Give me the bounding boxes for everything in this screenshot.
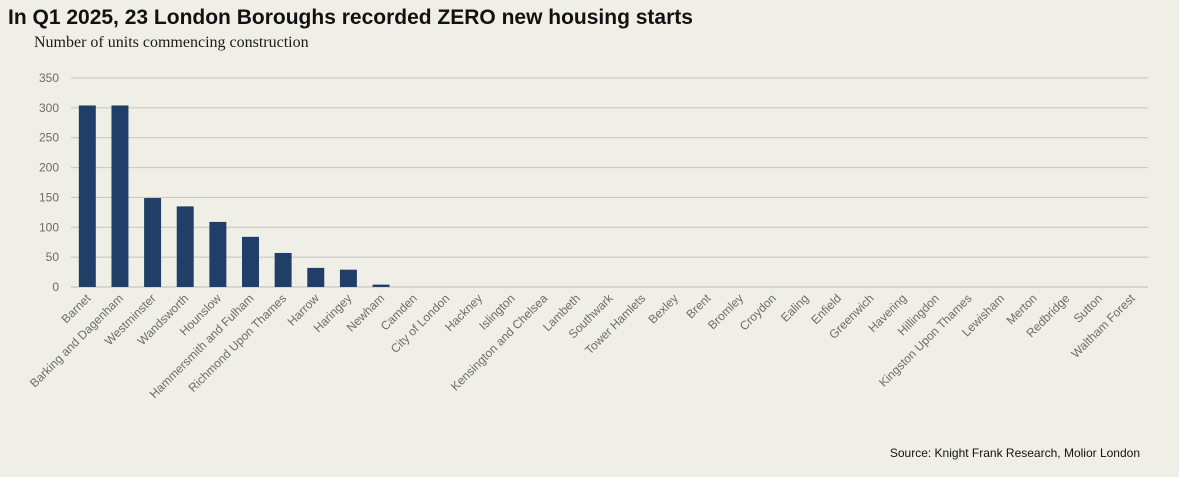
- x-category-label: Ealing: [778, 291, 811, 324]
- chart-subtitle: Number of units commencing construction: [34, 34, 309, 51]
- chart-title: In Q1 2025, 23 London Boroughs recorded …: [8, 6, 693, 29]
- source-note: Source: Knight Frank Research, Molior Lo…: [889, 446, 1140, 460]
- bar: [144, 198, 162, 287]
- y-tick-label: 350: [39, 71, 59, 85]
- y-tick-label: 50: [46, 250, 60, 264]
- bar: [242, 236, 259, 287]
- y-tick-label: 150: [39, 190, 59, 204]
- y-tick-label: 250: [39, 131, 59, 145]
- bar: [78, 105, 96, 288]
- bar: [372, 284, 390, 287]
- y-tick-label: 300: [39, 101, 59, 115]
- bar: [111, 105, 129, 288]
- bars: [78, 105, 390, 288]
- bar: [274, 252, 292, 287]
- x-category-label: Croydon: [737, 291, 779, 333]
- bar: [209, 221, 227, 287]
- gridlines: [71, 77, 1148, 288]
- x-category-label: Bexley: [646, 291, 681, 326]
- y-tick-label: 0: [52, 280, 59, 294]
- bar: [307, 267, 325, 287]
- y-tick-label: 200: [39, 161, 59, 175]
- y-axis-ticks: 0 50 100 150 200 250 300 350: [39, 71, 59, 294]
- bar: [339, 269, 357, 287]
- y-tick-label: 100: [39, 220, 59, 234]
- bar: [176, 206, 194, 287]
